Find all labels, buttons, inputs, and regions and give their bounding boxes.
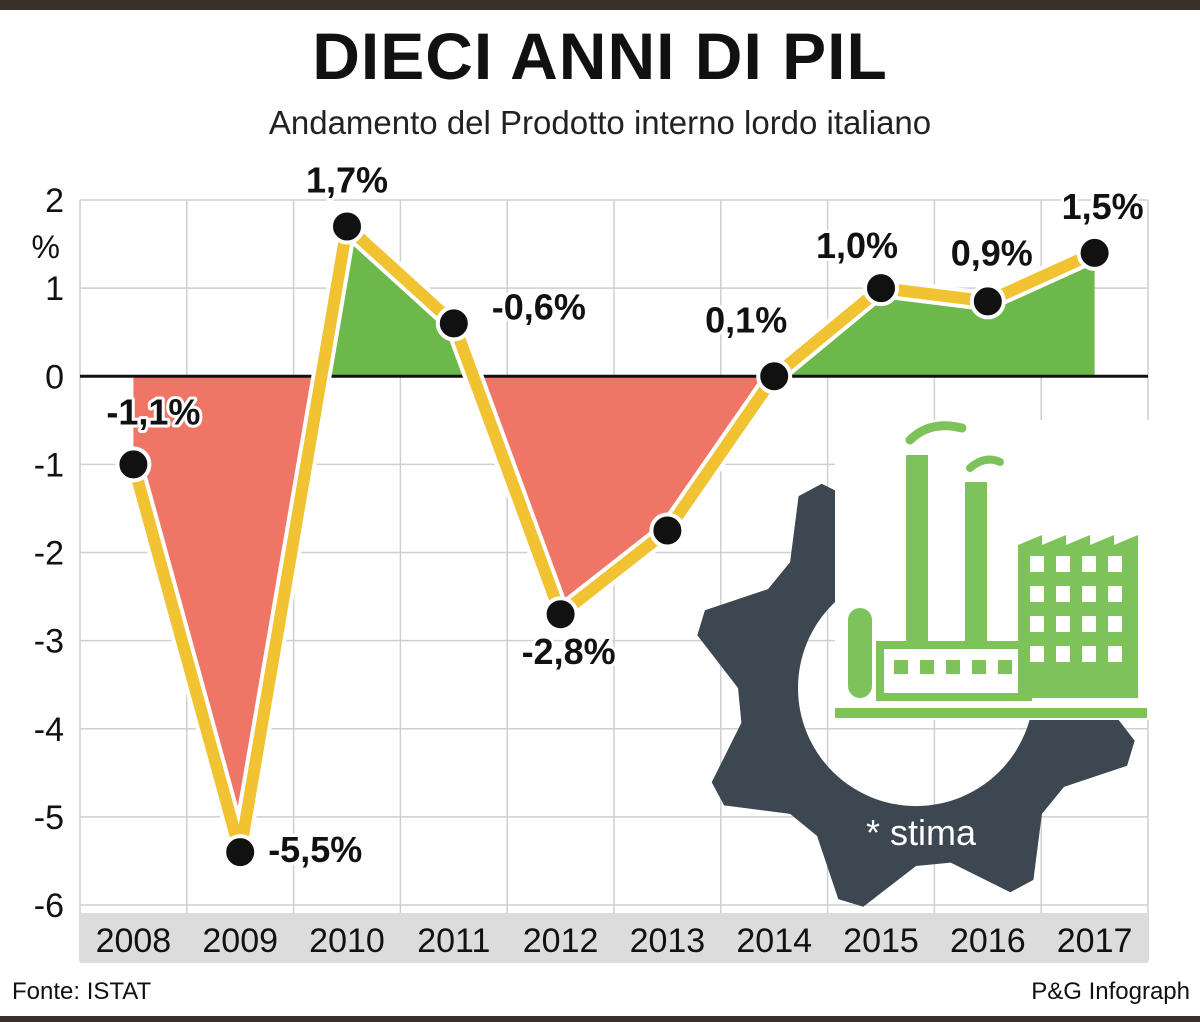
y-tick-label: -1: [34, 446, 64, 484]
factory-chimney: [906, 455, 928, 645]
data-label-2014: 0,1%: [705, 299, 787, 340]
factory-hall-window: [1108, 556, 1122, 572]
x-tick-label-2014: 2014: [736, 922, 812, 960]
factory-smoke: [905, 421, 967, 445]
y-tick-label: -4: [34, 711, 64, 749]
factory-hall-window: [1108, 586, 1122, 602]
y-tick-label: 2: [45, 182, 64, 220]
data-markers: [115, 208, 1113, 871]
y-tick-label: 1: [45, 270, 64, 308]
data-point-2014: [756, 358, 793, 395]
data-point-2012: [542, 596, 579, 633]
data-labels: -1,1% -5,5% 1,7% -0,6% -2,8% 0,1% 1,0% 0,9% 1,5%: [103, 156, 1146, 873]
data-label-2008: -1,1%: [106, 391, 200, 432]
factory-chimney: [965, 482, 987, 642]
bottom-frame-bar: [0, 1016, 1200, 1022]
source-note: Fonte: ISTAT: [12, 978, 152, 1005]
data-point-2010: [329, 208, 365, 245]
data-point-2008: [115, 446, 152, 483]
x-tick-label-2008: 2008: [96, 922, 172, 960]
factory-hall-window: [1056, 646, 1070, 662]
gdp-line: [123, 216, 1099, 863]
top-frame-bar: [0, 0, 1200, 10]
x-tick-label-2017: 2017: [1057, 922, 1133, 960]
x-tick-label-2012: 2012: [523, 922, 599, 960]
factory-smoke: [966, 455, 1004, 472]
data-label-2011: -0,6%: [492, 286, 586, 327]
factory-tank: [848, 608, 872, 698]
x-tick-label-2016: 2016: [950, 922, 1026, 960]
factory-window: [972, 660, 986, 674]
axes: 2 1 0 -1 -2 -3 -4 -5 -6% 2008 2009 2010 2011 2012 2013…: [32, 182, 1133, 960]
factory-hall-window: [1082, 586, 1096, 602]
data-point-2017: [1076, 234, 1113, 271]
y-tick-label: -5: [34, 799, 64, 837]
data-label-2015: 1,0%: [816, 225, 898, 266]
data-label-2012: -2,8%: [522, 631, 616, 672]
y-tick-label: -3: [34, 623, 64, 661]
factory-hall-window: [1056, 616, 1070, 632]
factory-gear-icon: * stima: [697, 420, 1155, 907]
factory-window: [946, 660, 960, 674]
factory-hall-window: [1030, 556, 1044, 572]
factory-hall-window: [1082, 646, 1096, 662]
factory-window: [920, 660, 934, 674]
credit-note: P&G Infograph: [1031, 978, 1190, 1005]
factory-hall-window: [1108, 646, 1122, 662]
chart-subtitle: Andamento del Prodotto interno lordo ita…: [268, 104, 932, 141]
data-point-2015: [863, 270, 899, 307]
data-point-2009: [222, 834, 259, 871]
y-tick-label: -2: [34, 535, 64, 573]
factory-hall-window: [1082, 616, 1096, 632]
data-point-2011: [435, 305, 472, 342]
factory-hall-window: [1108, 616, 1122, 632]
data-label-2016: 0,9%: [951, 232, 1033, 273]
factory-hall-window: [1030, 586, 1044, 602]
factory-hall-window: [1030, 616, 1044, 632]
data-label-2010: 1,7%: [306, 159, 388, 200]
y-tick-label: -6: [34, 887, 64, 925]
gdp-line-path: [127, 220, 1098, 859]
factory-hall-window: [1056, 556, 1070, 572]
x-tick-label-2009: 2009: [202, 922, 278, 960]
x-tick-label-2011: 2011: [417, 922, 490, 960]
y-tick-label: 0: [45, 358, 64, 396]
factory-window: [894, 660, 908, 674]
data-point-2016: [969, 283, 1006, 320]
estimate-note: * stima: [866, 812, 977, 853]
x-tick-label-2010: 2010: [309, 922, 385, 960]
data-label-2009: -5,5%: [268, 829, 362, 870]
factory-hall-window: [1030, 646, 1044, 662]
positive-area: [321, 226, 1095, 377]
x-tick-label-2013: 2013: [630, 922, 706, 960]
data-label-2017: 1,5%: [1062, 186, 1144, 227]
x-axis-band: [80, 913, 1148, 963]
factory-hall-window: [1056, 586, 1070, 602]
x-tick-label-2015: 2015: [843, 922, 919, 960]
factory-hall-window: [1082, 556, 1096, 572]
factory-ground: [835, 708, 1147, 718]
y-axis-unit: %: [32, 229, 60, 265]
data-point-2013: [649, 512, 686, 549]
factory-window: [998, 660, 1012, 674]
chart-title: DIECI ANNI DI PIL: [312, 19, 888, 93]
